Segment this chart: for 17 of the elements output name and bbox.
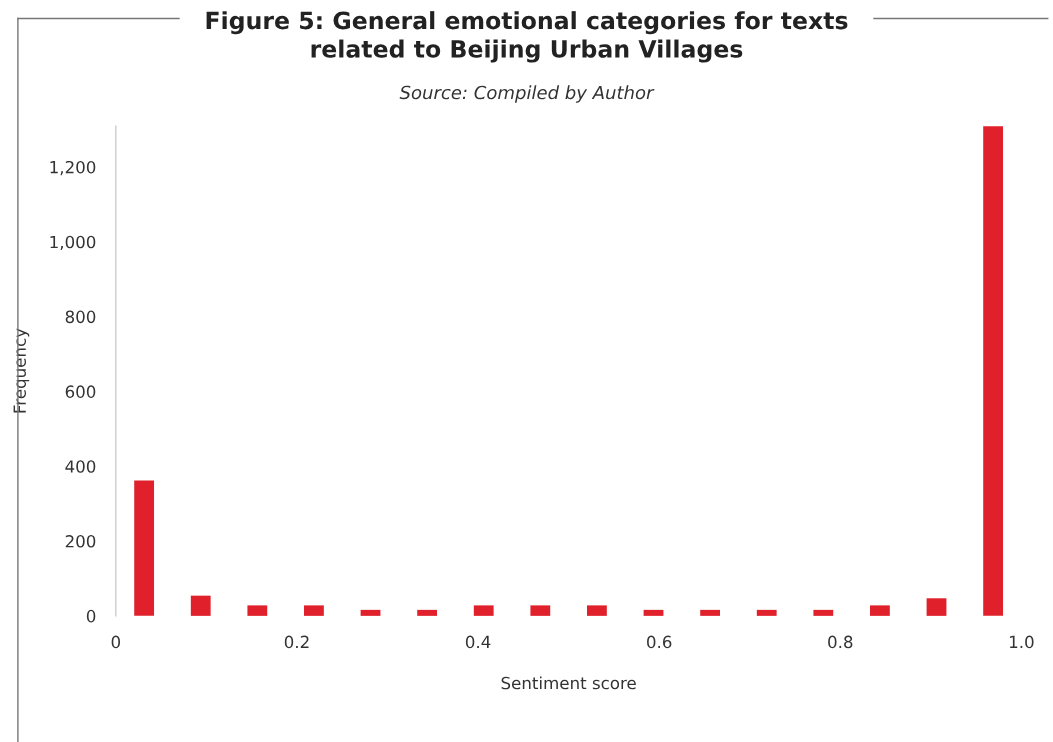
y-tick-label: 1,200 [50,160,96,176]
x-tick-label: 0.4 [465,635,491,649]
x-tick-label: 0.6 [647,635,672,649]
x-tick-label: 0 [111,635,121,649]
x-tick-label: 1.0 [1009,635,1034,649]
y-axis-title: Frequency [13,328,30,413]
x-tick-label: 0.2 [284,635,309,649]
y-tick-label: 0 [86,609,96,623]
y-tick-label: 600 [65,385,96,398]
y-tick-label: 800 [65,310,96,324]
x-axis-title: Sentiment score [501,676,636,690]
y-tick-label: 200 [65,535,96,548]
x-tick-label: 0.8 [828,635,853,649]
y-tick-label: 400 [65,460,96,473]
chart-subtitle: Source: Compiled by Author [399,85,655,103]
chart-title: Figure 5: General emotional categories for texts related to Beijing Urban Villages [206,11,848,63]
y-tick-label: 1,000 [50,235,96,251]
